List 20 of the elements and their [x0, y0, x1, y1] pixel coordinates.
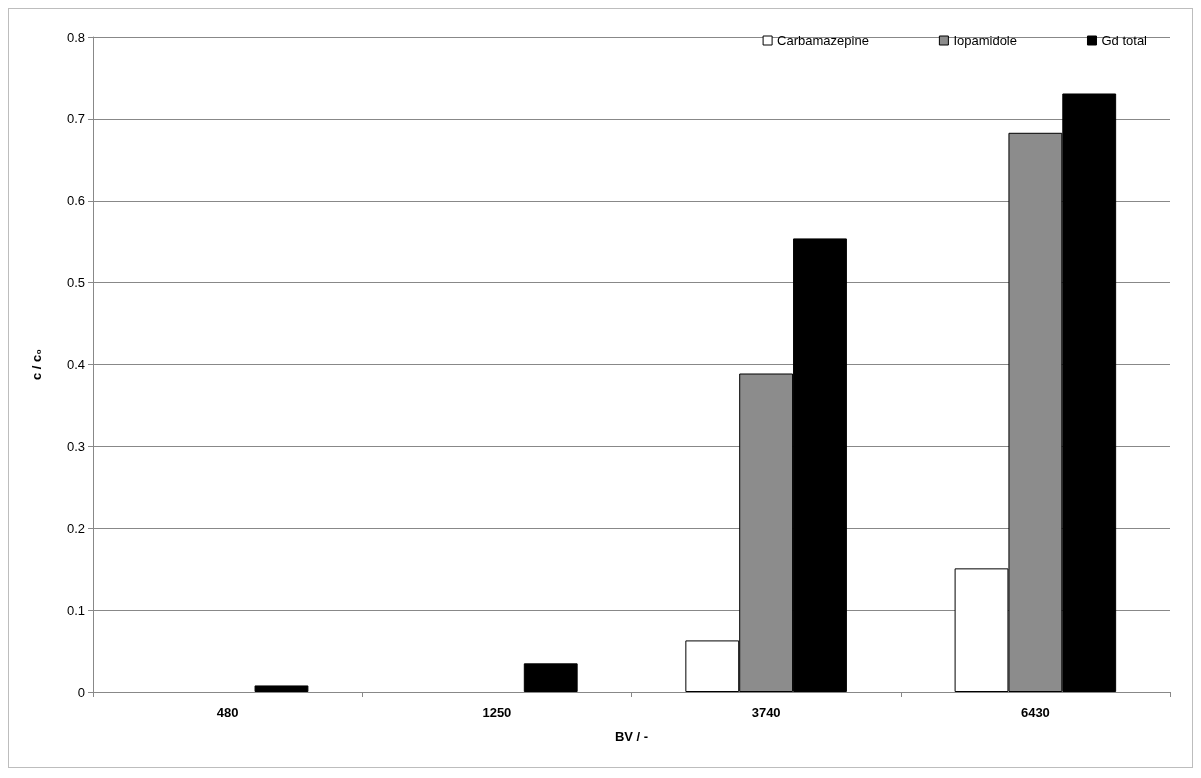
y-axis-title: c / c₀ — [29, 348, 44, 381]
y-tick-label: 0.3 — [66, 438, 85, 454]
bar — [254, 685, 309, 692]
y-tick-label: 0.5 — [66, 275, 85, 291]
legend-label: Iopamidole — [953, 33, 1017, 48]
legend-label: Gd total — [1101, 33, 1148, 48]
y-tick-label: 0.8 — [66, 29, 85, 45]
bar — [523, 663, 578, 692]
y-tick-label: 0.6 — [66, 193, 85, 209]
x-tick-label: 6430 — [1020, 705, 1050, 720]
y-tick-label: 0.1 — [66, 602, 85, 618]
x-tick-label: 1250 — [482, 705, 512, 720]
legend-label: Carbamazepine — [777, 33, 869, 48]
x-axis-title: BV / - — [614, 729, 649, 744]
y-tick-label: 0.4 — [66, 357, 85, 372]
y-tick-label: 0.2 — [66, 520, 85, 536]
x-tick-label: 480 — [216, 705, 239, 720]
x-tick-label: 3740 — [751, 705, 781, 720]
y-tick-label: 0 — [77, 684, 85, 700]
y-tick-label: 0.7 — [66, 111, 85, 127]
